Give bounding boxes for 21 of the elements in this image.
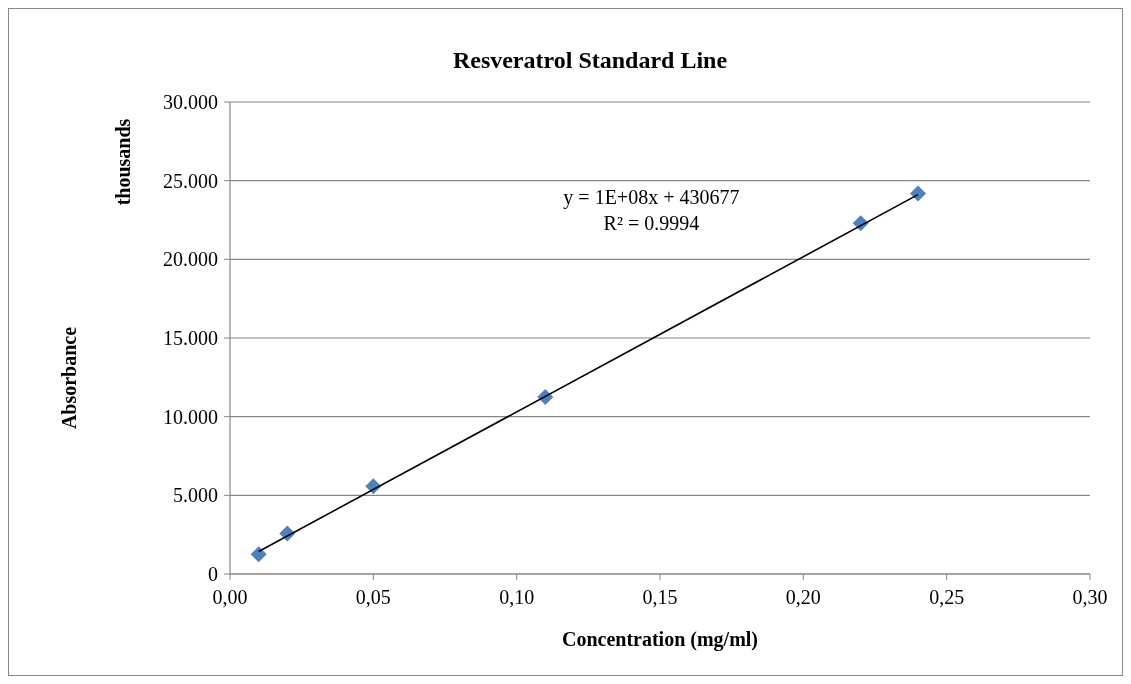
point — [250, 546, 267, 563]
y-tick-label: 20.000 — [163, 248, 218, 271]
point — [910, 185, 926, 202]
y-tick-label: 0 — [208, 563, 218, 585]
y-tick-label: 5.000 — [173, 484, 218, 507]
y-tick-label: 15.000 — [163, 327, 218, 349]
x-tick-label: 0,20 — [785, 586, 821, 608]
y-tick-label: 10.000 — [163, 405, 218, 428]
x-tick-label: 0,05 — [355, 586, 391, 608]
x-tick-label: 0,10 — [499, 586, 535, 608]
x-tick-label: 0,15 — [642, 586, 678, 608]
chart-title: Resveratrol Standard Line — [452, 47, 728, 73]
annotation: y = 1E+08x + 430677 R² = 0.9994 — [563, 186, 740, 235]
x-axis-title: Concentration (mg/ml) — [561, 628, 759, 651]
y-tick-label: 25.000 — [163, 169, 218, 192]
x-tick-label: 0,00 — [212, 586, 248, 608]
x-tick-label: 0,25 — [929, 586, 965, 608]
y2-axis-title: thousands — [112, 118, 134, 206]
y-tick-label: 30.000 — [163, 91, 218, 113]
x-tick-label: 0,30 — [1072, 586, 1108, 608]
y-axis-title: Absorbance — [58, 326, 80, 430]
